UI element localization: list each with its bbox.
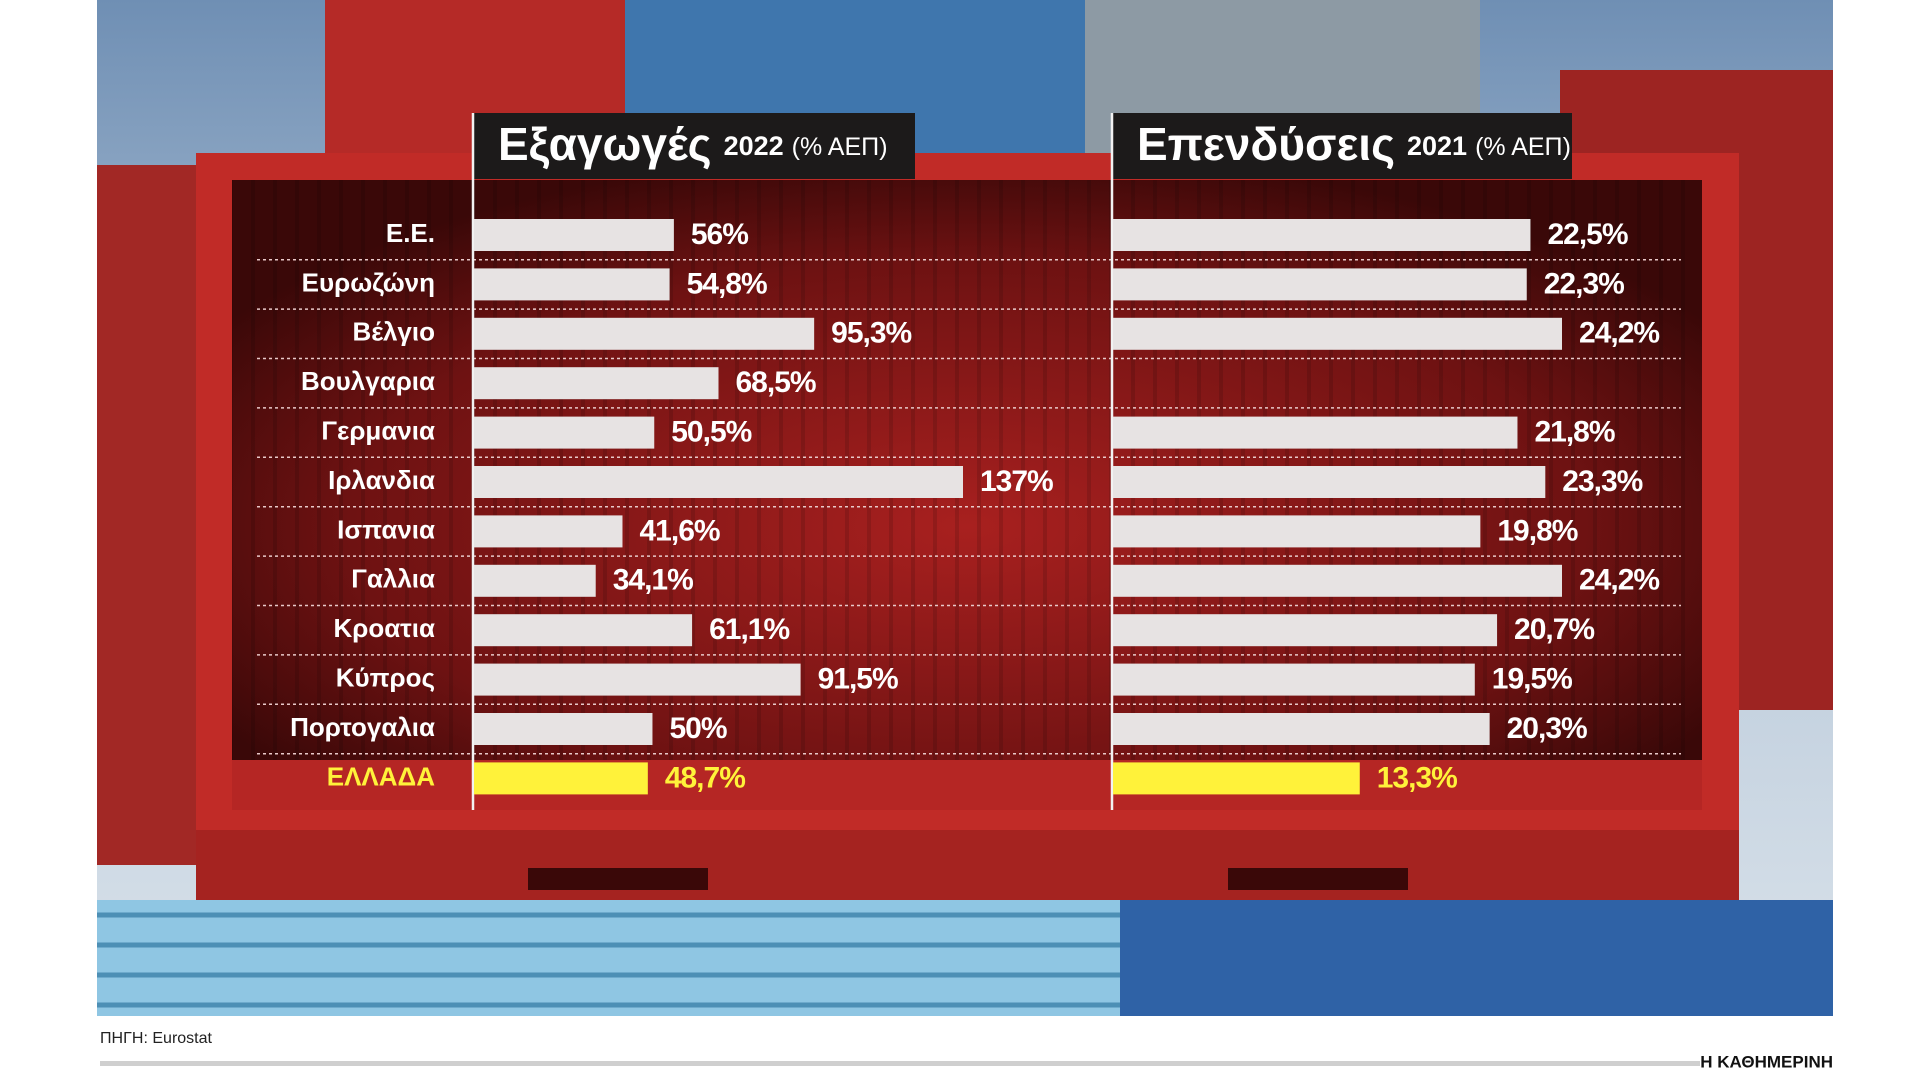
value-label: 24,2% [1579, 564, 1659, 597]
value-label: 20,3% [1507, 712, 1587, 745]
title: Επενδύσεις [1137, 118, 1395, 170]
category-label: Βέλγιο [352, 317, 435, 347]
title: Εξαγωγές [498, 118, 712, 170]
bar [474, 367, 719, 400]
bar [1113, 268, 1527, 301]
chart-title: Επενδύσεις 2021 (% ΑΕΠ) [1137, 118, 1571, 170]
unit: (% ΑΕΠ) [1475, 133, 1571, 161]
value-label: 48,7% [665, 761, 745, 794]
bar [474, 416, 655, 449]
bar [474, 219, 674, 251]
category-label: Ε.Ε. [386, 218, 435, 248]
category-label: Γερμανια [321, 415, 435, 445]
bar [474, 762, 648, 795]
category-label: Πορτογαλια [290, 712, 435, 742]
category-label: Γαλλια [351, 564, 435, 594]
bar [474, 564, 596, 597]
plots: Ε.Ε. Ευρωζώνη Βέλγιο Βουλγαρια Γερμανια Ιρλαν… [257, 113, 1681, 810]
value-label: 19,8% [1497, 514, 1577, 547]
value-label: 20,7% [1514, 613, 1594, 646]
title-box [474, 113, 915, 179]
value-label: 24,2% [1579, 317, 1659, 350]
subtitle: 2021 [1407, 131, 1467, 161]
bar [474, 268, 670, 301]
value-label: 68,5% [736, 366, 816, 399]
bar [474, 466, 963, 498]
publisher: Η ΚΑΘΗΜΕΡΙΝΗ [1700, 1052, 1833, 1071]
value-label: 50% [669, 712, 726, 745]
bar [474, 713, 653, 745]
bar [1113, 219, 1531, 251]
bar [474, 515, 623, 548]
footer-rule [100, 1061, 1700, 1066]
category-label: Ισπανια [337, 514, 435, 544]
bar [1113, 466, 1546, 498]
bar [1113, 713, 1490, 745]
value-label: 95,3% [831, 317, 911, 350]
bar [474, 663, 801, 696]
value-label: 137% [980, 465, 1053, 498]
value-label: 23,3% [1562, 465, 1642, 498]
value-label: 19,5% [1492, 663, 1572, 696]
bar [1113, 564, 1562, 597]
category-label: Κροατια [333, 613, 435, 643]
chart-title: Εξαγωγές 2022 (% ΑΕΠ) [498, 118, 888, 170]
bar [1113, 762, 1360, 795]
value-label: 13,3% [1377, 761, 1457, 794]
category-label: Ιρλανδια [328, 465, 435, 495]
value-label: 22,3% [1544, 267, 1624, 300]
value-label: 21,8% [1534, 416, 1614, 449]
category-label: Κύπρος [336, 662, 435, 692]
value-label: 56% [691, 218, 748, 251]
title-box [1113, 113, 1572, 179]
value-label: 50,5% [671, 416, 751, 449]
category-label: ΕΛΛΑΔΑ [327, 761, 435, 791]
value-label: 61,1% [709, 613, 789, 646]
value-label: 34,1% [613, 564, 693, 597]
unit: (% ΑΕΠ) [792, 133, 888, 161]
value-label: 41,6% [639, 514, 719, 547]
value-label: 91,5% [818, 663, 898, 696]
bar [1113, 416, 1518, 449]
value-label: 22,5% [1547, 218, 1627, 251]
bar [474, 614, 693, 647]
source: ΠΗΓΗ: Eurostat [100, 1030, 213, 1047]
value-label: 54,8% [687, 267, 767, 300]
subtitle: 2022 [724, 131, 784, 161]
bar [1113, 317, 1562, 350]
bar [1113, 663, 1475, 696]
category-label: Ευρωζώνη [302, 267, 435, 297]
bar [1113, 515, 1481, 548]
background [97, 0, 1833, 1016]
bar [474, 317, 815, 350]
category-label: Βουλγαρια [301, 366, 435, 396]
bar [1113, 614, 1498, 647]
